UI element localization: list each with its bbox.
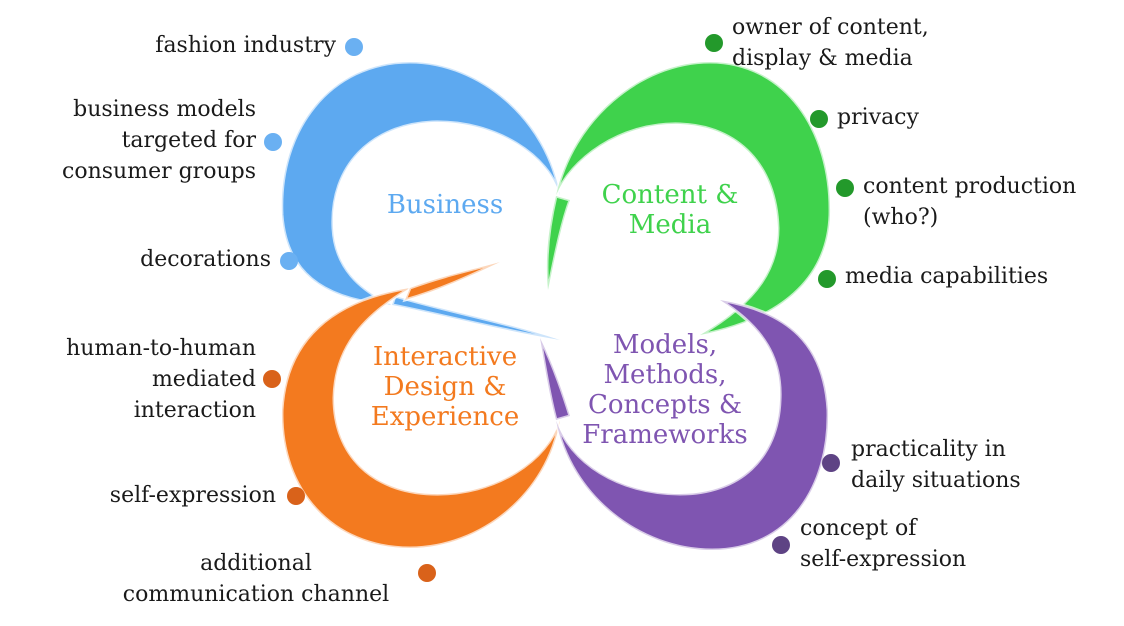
- interactive-dot-icon: [287, 487, 305, 505]
- interactive-item-additional: additional communication channel: [108, 548, 404, 610]
- content-petal-tail: [545, 194, 572, 291]
- business-dot-icon: [264, 133, 282, 151]
- interactive-petal-tail: [402, 260, 501, 303]
- business-title-text: Business: [386, 190, 504, 220]
- content-dot-icon: [836, 179, 854, 197]
- business-item-decorations: decorations: [140, 244, 271, 275]
- models-item-label: concept of self-expression: [800, 516, 967, 572]
- interactive-item-human: human-to-human mediated interaction: [66, 333, 256, 426]
- business-petal-tail: [390, 294, 561, 342]
- models-title: Models, Methods, Concepts & Frameworks: [560, 330, 770, 450]
- content-item-label: privacy: [837, 105, 919, 130]
- business-dot-icon: [345, 38, 363, 56]
- business-item-fashion: fashion industry: [155, 30, 336, 61]
- business-item-label: decorations: [140, 247, 271, 272]
- models-dot-icon: [772, 536, 790, 554]
- content-dot-icon: [810, 110, 828, 128]
- interactive-dot-icon: [263, 370, 281, 388]
- business-title: Business: [350, 190, 540, 220]
- business-petal: [280, 60, 562, 307]
- models-petal-tail: [538, 337, 572, 422]
- models-dot-icon: [822, 454, 840, 472]
- content-item-privacy: privacy: [837, 102, 919, 133]
- models-item-practicality: practicality in daily situations: [851, 434, 1021, 496]
- content-item-label: content production (who?): [863, 174, 1077, 230]
- interactive-title: Interactive Design & Experience: [340, 342, 550, 432]
- content-dot-icon: [705, 34, 723, 52]
- interactive-title-text: Interactive Design & Experience: [370, 342, 520, 432]
- content-title-text: Content & Media: [601, 180, 739, 240]
- content-item-owner: owner of content, display & media: [732, 12, 929, 74]
- models-item-concept: concept of self-expression: [800, 513, 966, 575]
- business-item-label: business models targeted for consumer grou…: [62, 97, 256, 184]
- interactive-item-label: self-expression: [109, 483, 276, 508]
- content-item-label: owner of content, display & media: [732, 15, 929, 71]
- models-item-label: practicality in daily situations: [851, 437, 1021, 493]
- models-petal: [554, 298, 830, 552]
- models-title-text: Models, Methods, Concepts & Frameworks: [582, 330, 748, 450]
- business-item-label: fashion industry: [155, 33, 336, 58]
- interactive-item-label: additional communication channel: [122, 551, 390, 607]
- content-petal: [554, 60, 832, 337]
- content-item-label: media capabilities: [845, 264, 1049, 289]
- interactive-item-self-expression: self-expression: [110, 480, 276, 511]
- content-item-capabilities: media capabilities: [845, 261, 1048, 292]
- business-dot-icon: [280, 252, 298, 270]
- business-item-models: business models targeted for consumer grou…: [62, 94, 256, 187]
- interactive-petal: [280, 286, 562, 550]
- content-title: Content & Media: [570, 180, 770, 240]
- content-dot-icon: [818, 270, 836, 288]
- interactive-dot-icon: [418, 564, 436, 582]
- content-item-production: content production (who?): [863, 171, 1076, 233]
- interactive-item-label: human-to-human mediated interaction: [66, 336, 256, 423]
